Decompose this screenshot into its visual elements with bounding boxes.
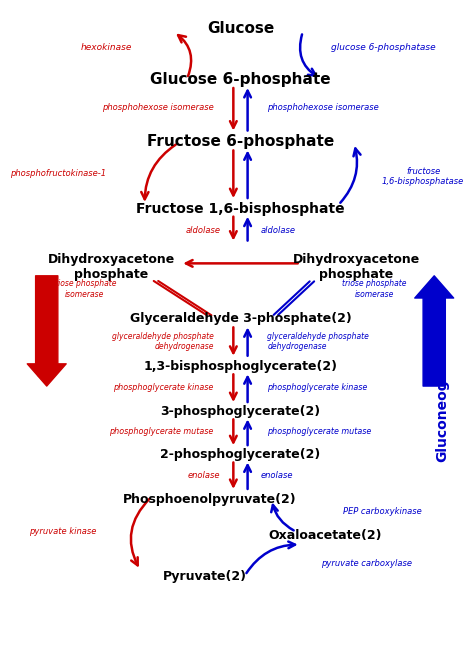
Text: phosphoglycerate kinase: phosphoglycerate kinase [267, 383, 367, 392]
Text: fructose
1,6-bisphosphatase: fructose 1,6-bisphosphatase [382, 167, 464, 186]
Text: Oxaloacetate(2): Oxaloacetate(2) [268, 529, 382, 542]
FancyArrowPatch shape [244, 91, 251, 130]
Text: Fructose 1,6-bisphosphate: Fructose 1,6-bisphosphate [136, 202, 345, 215]
Text: glucose 6-phosphatase: glucose 6-phosphatase [331, 43, 435, 53]
FancyArrowPatch shape [230, 462, 237, 486]
FancyArrowPatch shape [244, 422, 251, 445]
FancyArrowPatch shape [340, 149, 361, 202]
Text: Glucose 6-phosphate: Glucose 6-phosphate [150, 73, 331, 88]
Text: Phosphoenolpyruvate(2): Phosphoenolpyruvate(2) [122, 493, 296, 506]
Text: Dihydroxyacetone
phosphate: Dihydroxyacetone phosphate [292, 252, 420, 280]
Text: phosphoglycerate kinase: phosphoglycerate kinase [113, 383, 214, 392]
Text: triose phosphate
isomerase: triose phosphate isomerase [52, 280, 117, 299]
Text: PEP carboxykinase: PEP carboxykinase [343, 507, 422, 515]
FancyArrowPatch shape [178, 35, 191, 76]
Text: triose phosphate
isomerase: triose phosphate isomerase [342, 280, 406, 299]
FancyArrowPatch shape [246, 541, 295, 573]
Text: hexokinase: hexokinase [81, 43, 133, 53]
Text: Fructose 6-phosphate: Fructose 6-phosphate [147, 134, 334, 149]
Text: pyruvate carboxylase: pyruvate carboxylase [320, 559, 411, 569]
Text: aldolase: aldolase [261, 226, 295, 235]
FancyArrowPatch shape [27, 276, 66, 386]
FancyArrowPatch shape [244, 465, 251, 489]
Text: Gluconeogenesis: Gluconeogenesis [435, 329, 449, 461]
Text: 2-phosphoglycerate(2): 2-phosphoglycerate(2) [160, 448, 320, 461]
Text: enolase: enolase [188, 471, 220, 480]
FancyArrowPatch shape [244, 377, 251, 402]
FancyArrowPatch shape [186, 260, 298, 267]
FancyArrowPatch shape [300, 34, 316, 76]
Text: 3-phosphoglycerate(2): 3-phosphoglycerate(2) [160, 405, 320, 418]
Text: glyceraldehyde phosphate
dehydrogenase: glyceraldehyde phosphate dehydrogenase [267, 332, 369, 351]
FancyArrowPatch shape [244, 153, 251, 198]
FancyArrowPatch shape [141, 145, 176, 199]
FancyArrowPatch shape [230, 88, 237, 128]
Text: aldolase: aldolase [185, 226, 220, 235]
FancyArrowPatch shape [131, 499, 149, 565]
Text: phosphoglycerate mutase: phosphoglycerate mutase [267, 428, 372, 437]
FancyArrowPatch shape [415, 276, 454, 386]
FancyArrowPatch shape [230, 374, 237, 399]
Text: Glycolysis: Glycolysis [36, 284, 54, 378]
FancyArrowPatch shape [271, 505, 294, 530]
FancyArrowPatch shape [230, 217, 237, 238]
Text: phosphohexose isomerase: phosphohexose isomerase [102, 103, 214, 112]
Text: phosphofructokinase-1: phosphofructokinase-1 [10, 169, 106, 178]
Text: Pyruvate(2): Pyruvate(2) [163, 570, 247, 583]
FancyArrowPatch shape [230, 151, 237, 195]
FancyArrowPatch shape [244, 219, 251, 241]
Text: Glucose: Glucose [207, 21, 274, 36]
FancyArrowPatch shape [230, 419, 237, 443]
Text: Dihydroxyacetone
phosphate: Dihydroxyacetone phosphate [48, 252, 175, 280]
Text: phosphohexose isomerase: phosphohexose isomerase [267, 103, 379, 112]
Text: Glyceraldehyde 3-phosphate(2): Glyceraldehyde 3-phosphate(2) [129, 312, 351, 324]
Text: pyruvate kinase: pyruvate kinase [28, 527, 96, 536]
Text: phosphoglycerate mutase: phosphoglycerate mutase [109, 428, 214, 437]
Text: 1,3-bisphosphoglycerate(2): 1,3-bisphosphoglycerate(2) [144, 360, 337, 373]
Text: enolase: enolase [261, 471, 293, 480]
Text: glyceraldehyde phosphate
dehydrogenase: glyceraldehyde phosphate dehydrogenase [112, 332, 214, 351]
FancyArrowPatch shape [244, 330, 251, 356]
FancyArrowPatch shape [230, 327, 237, 353]
